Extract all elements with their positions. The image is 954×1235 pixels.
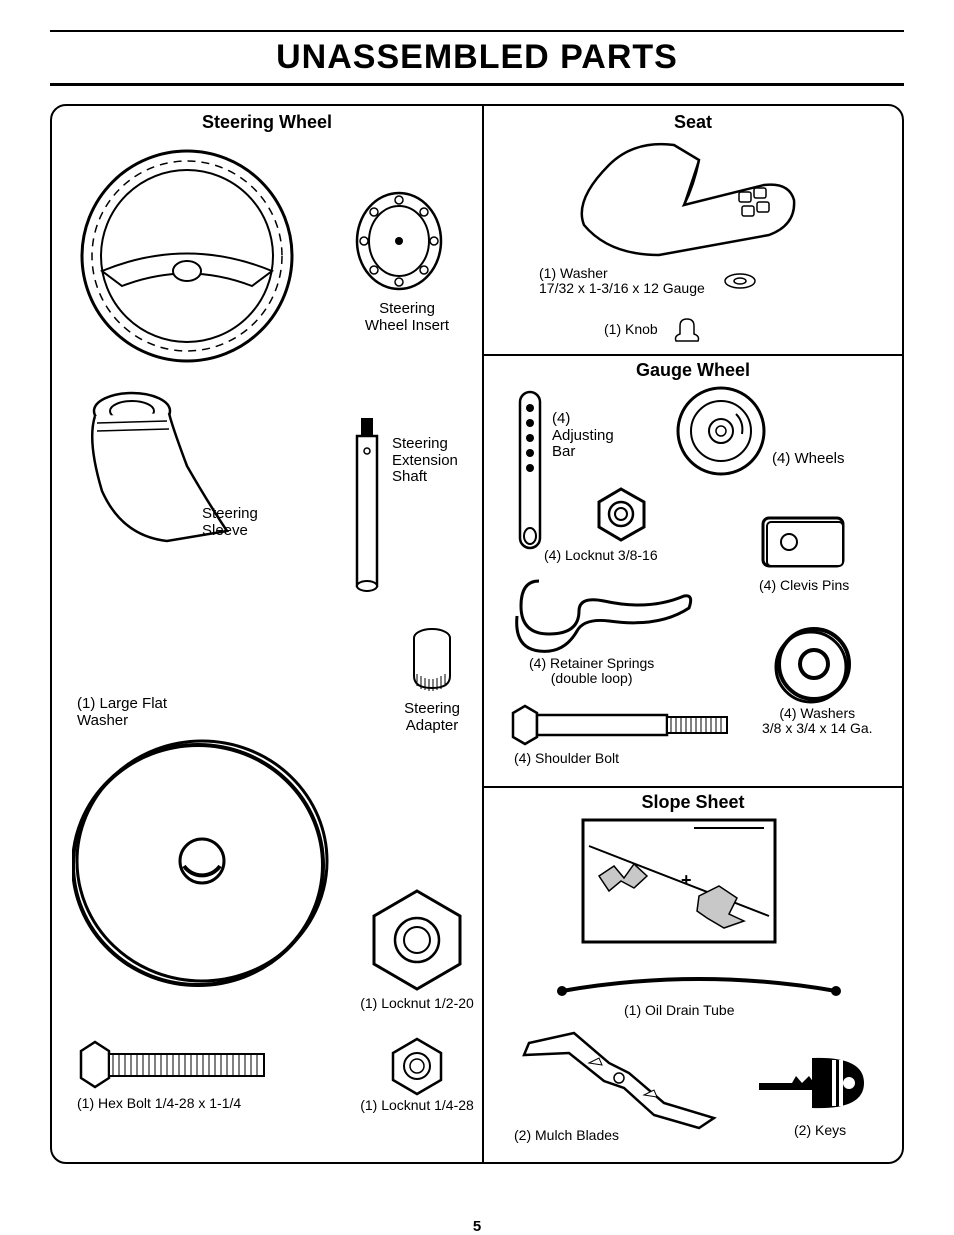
locknut-half: (1) Locknut 1/2-20 <box>352 886 482 1011</box>
steering-adapter-label: Steering Adapter <box>382 701 482 734</box>
parts-frame: Steering Wheel <box>50 104 904 1164</box>
slope-title: Slope Sheet <box>484 792 902 813</box>
steering-wheel-insert: Steering Wheel Insert <box>352 186 462 334</box>
large-flat-washer-label: (1) Large Flat Washer <box>77 696 167 729</box>
gauge-locknut-label: (4) Locknut 3/8-16 <box>544 548 658 563</box>
retainer-springs <box>509 566 699 661</box>
seat-washer-icon <box>723 271 757 291</box>
clevis-pins-label: (4) Clevis Pins <box>759 578 849 593</box>
gauge-wheels <box>674 384 769 479</box>
locknut-quarter: (1) Locknut 1/4-28 <box>352 1036 482 1113</box>
steering-wheel-illustration <box>72 141 302 371</box>
shoulder-bolt-label: (4) Shoulder Bolt <box>514 751 619 766</box>
keys-label: (2) Keys <box>794 1123 846 1138</box>
hex-bolt-label: (1) Hex Bolt 1/4-28 x 1-1/4 <box>77 1096 287 1111</box>
hex-bolt: (1) Hex Bolt 1/4-28 x 1-1/4 <box>77 1036 287 1111</box>
locknut-half-label: (1) Locknut 1/2-20 <box>352 996 482 1011</box>
svg-text:+: + <box>681 870 692 890</box>
keys <box>754 1048 869 1118</box>
gauge-washers <box>774 624 854 704</box>
large-flat-washer <box>72 731 332 991</box>
page-title: UNASSEMBLED PARTS <box>50 38 904 77</box>
mulch-blades <box>514 1023 724 1133</box>
steering-extension-shaft-label: Steering Extension Shaft <box>392 436 458 486</box>
locknut-quarter-label: (1) Locknut 1/4-28 <box>352 1098 482 1113</box>
gauge-title: Gauge Wheel <box>484 360 902 381</box>
shoulder-bolt <box>509 701 734 751</box>
adjusting-bar-label: (4) Adjusting Bar <box>552 411 614 461</box>
seat-knob-label: (1) Knob <box>604 321 658 337</box>
seat-washer-label: (1) Washer 17/32 x 1-3/16 x 12 Gauge <box>539 266 705 295</box>
seat-illustration <box>564 130 804 260</box>
retainer-springs-label: (4) Retainer Springs (double loop) <box>529 656 654 685</box>
gauge-wheels-label: (4) Wheels <box>772 451 845 468</box>
gauge-washers-label: (4) Washers 3/8 x 3/4 x 14 Ga. <box>762 706 873 735</box>
oil-drain-tube <box>554 963 844 1003</box>
mulch-blades-label: (2) Mulch Blades <box>514 1128 619 1143</box>
page-number: 5 <box>0 1218 954 1235</box>
steering-title: Steering Wheel <box>52 112 482 133</box>
seat-knob-icon <box>672 316 702 344</box>
top-rule <box>50 30 904 32</box>
adjusting-bar <box>514 388 546 553</box>
steering-sleeve-label: Steering Sleeve <box>202 506 258 539</box>
steering-extension-shaft <box>347 416 387 596</box>
gauge-locknut <box>594 486 649 544</box>
slope-sheet-illustration: + <box>579 816 779 946</box>
title-rule <box>50 83 904 86</box>
steering-wheel-insert-label: Steering Wheel Insert <box>352 301 462 334</box>
steering-adapter: Steering Adapter <box>382 626 482 734</box>
oil-drain-tube-label: (1) Oil Drain Tube <box>624 1003 734 1018</box>
clevis-pins <box>759 514 849 574</box>
